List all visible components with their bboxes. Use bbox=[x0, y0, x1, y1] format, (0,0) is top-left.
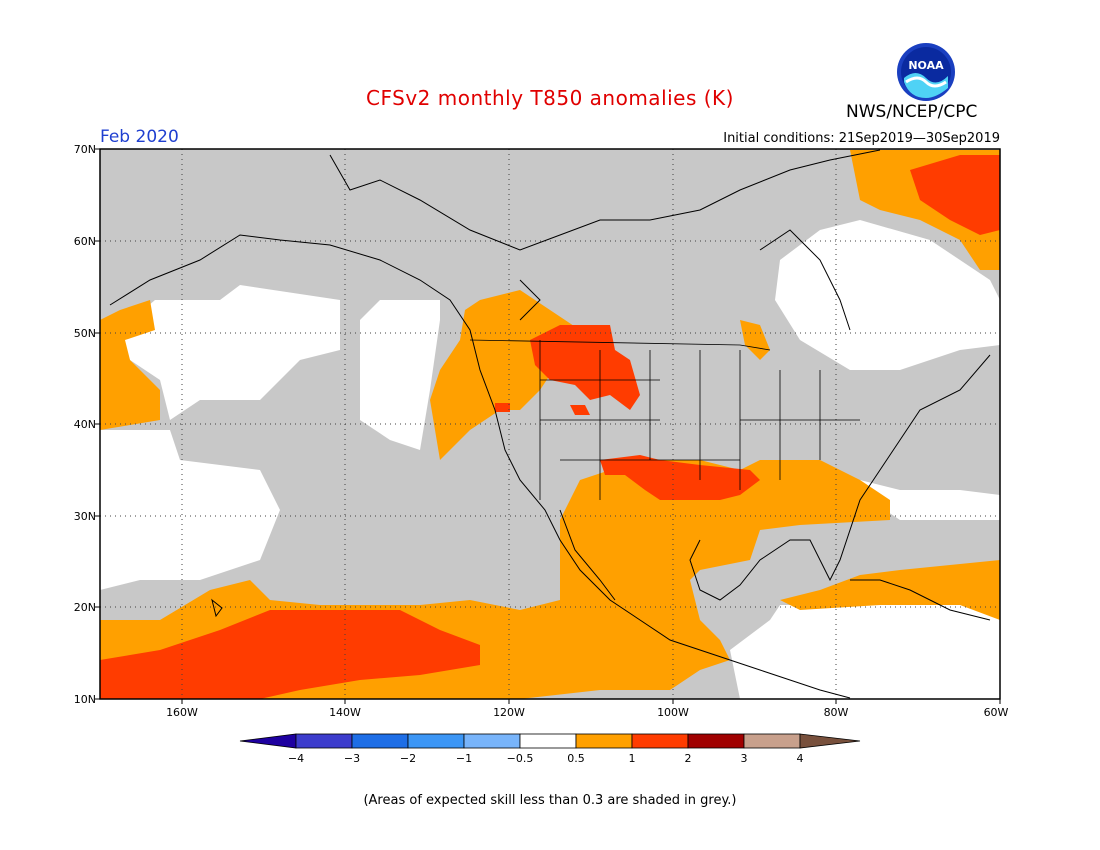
lon-label: 100W bbox=[657, 706, 689, 719]
skill-footnote: (Areas of expected skill less than 0.3 a… bbox=[363, 793, 737, 808]
lat-label: 60N bbox=[73, 235, 96, 248]
colorbar-segment bbox=[743, 733, 801, 749]
lon-label: 60W bbox=[983, 706, 1009, 719]
colorbar-segment bbox=[519, 733, 577, 749]
lon-label: 80W bbox=[823, 706, 849, 719]
colorbar-segment bbox=[687, 733, 745, 749]
colorbar-label: 2 bbox=[684, 752, 692, 765]
colorbar-label: 4 bbox=[796, 752, 804, 765]
lon-label: 160W bbox=[166, 706, 198, 719]
map-title: CFSv2 monthly T850 anomalies (K) bbox=[366, 86, 734, 110]
colorbar-segment bbox=[575, 733, 633, 749]
noaa-logo-text: NOAA bbox=[908, 59, 944, 72]
lon-label: 140W bbox=[329, 706, 361, 719]
colorbar-segment bbox=[351, 733, 409, 749]
colorbar-label: −3 bbox=[343, 752, 361, 765]
lon-label: 120W bbox=[493, 706, 525, 719]
colorbar-segment bbox=[799, 733, 861, 749]
initial-conditions: Initial conditions: 21Sep2019—30Sep2019 bbox=[723, 131, 1000, 146]
agency-label: NWS/NCEP/CPC bbox=[846, 102, 978, 122]
colorbar-segment bbox=[407, 733, 465, 749]
coastlines bbox=[109, 149, 991, 699]
lat-label: 40N bbox=[73, 418, 96, 431]
colorbar-label: 1 bbox=[628, 752, 636, 765]
lat-label: 10N bbox=[73, 693, 96, 706]
graticule bbox=[100, 149, 1000, 699]
anomaly-1-to-2-regions bbox=[100, 155, 1000, 699]
colorbar-label: −0.5 bbox=[506, 752, 534, 765]
colorbar-label: −1 bbox=[455, 752, 473, 765]
axis-ticks bbox=[95, 148, 1001, 704]
lat-label: 20N bbox=[73, 601, 96, 614]
state-borders bbox=[469, 339, 860, 500]
colorbar-segment bbox=[463, 733, 521, 749]
lat-label: 70N bbox=[73, 143, 96, 156]
colorbar-label: −2 bbox=[399, 752, 417, 765]
near-zero-regions bbox=[100, 220, 1000, 699]
noaa-logo-icon: NOAA bbox=[897, 43, 955, 101]
colorbar-label: 0.5 bbox=[567, 752, 585, 765]
lat-label: 50N bbox=[73, 327, 96, 340]
colorbar bbox=[239, 733, 861, 749]
colorbar-label: −4 bbox=[287, 752, 305, 765]
lat-label: 30N bbox=[73, 510, 96, 523]
colorbar-segment bbox=[239, 733, 297, 749]
colorbar-segment bbox=[295, 733, 353, 749]
colorbar-label: 3 bbox=[740, 752, 748, 765]
forecast-month: Feb 2020 bbox=[100, 127, 179, 147]
colorbar-segment bbox=[631, 733, 689, 749]
